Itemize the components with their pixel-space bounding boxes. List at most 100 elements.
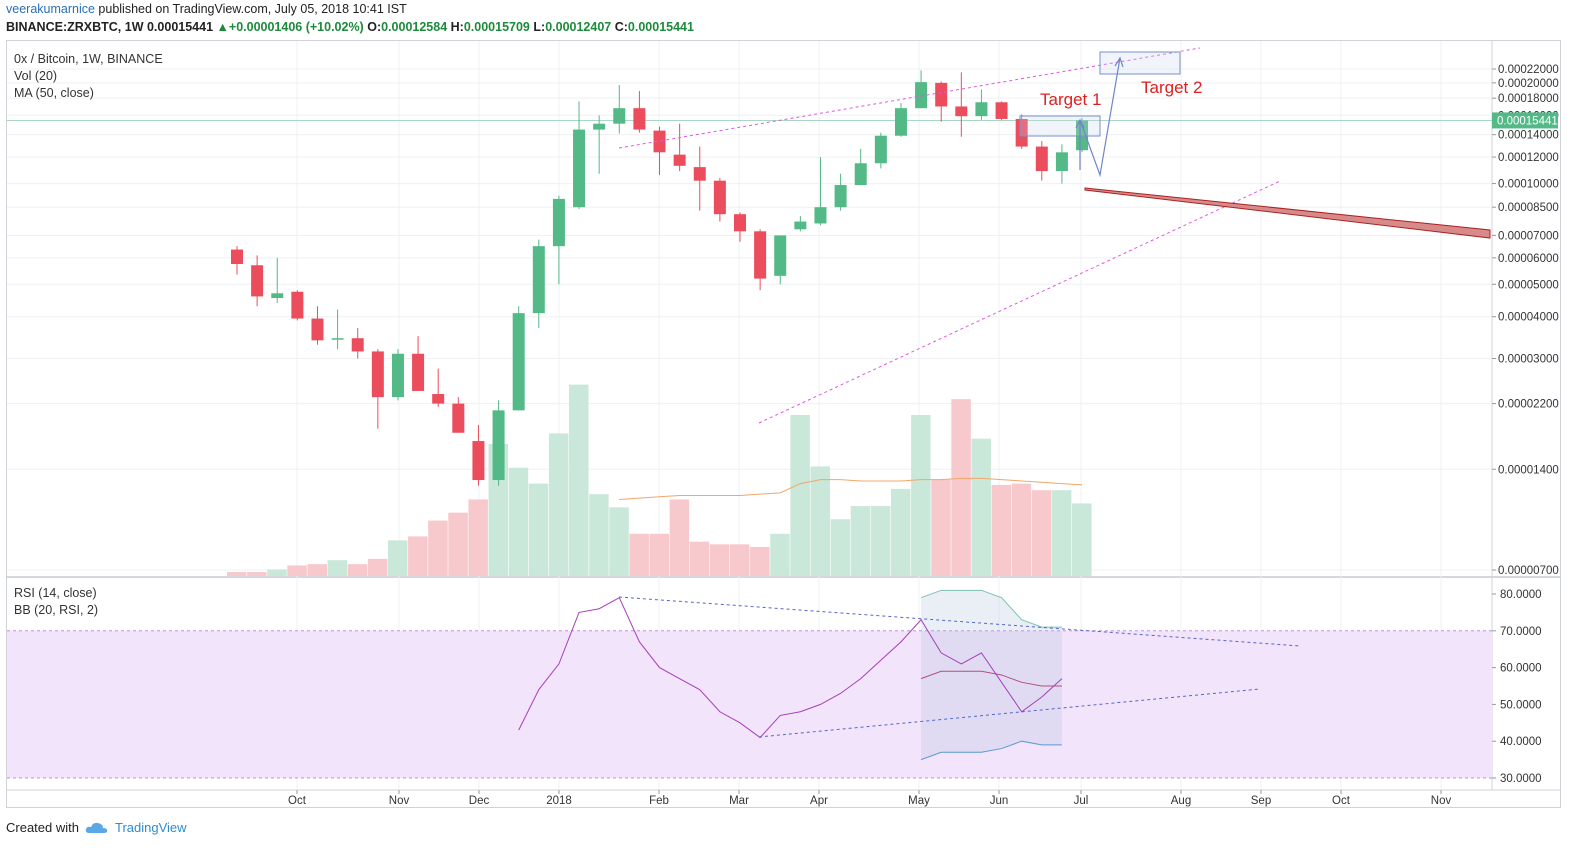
time-tick-label: Nov	[389, 795, 410, 807]
footer: Created with TradingView	[6, 820, 187, 835]
volume-bar	[367, 558, 388, 576]
candle-body	[552, 198, 565, 247]
price-tick-label: 0.00010000	[1498, 179, 1559, 191]
volume-bar	[227, 572, 247, 576]
rsi-line	[518, 596, 1063, 739]
time-tick-label: Mar	[729, 795, 749, 807]
volume-bar	[689, 541, 710, 576]
chart-svg[interactable]: 0.000220000.000200000.000180000.00016000…	[0, 0, 1568, 845]
last-price: 0.00015441	[146, 20, 214, 34]
price-tick-label: 0.00005000	[1498, 279, 1559, 291]
close-label: C:	[614, 20, 628, 34]
volume-bar	[830, 519, 851, 576]
candle-body	[955, 106, 968, 117]
candle-body	[834, 185, 847, 208]
volume-bar	[387, 540, 408, 576]
arrow-head-icon	[1114, 56, 1124, 68]
price-tick-label: 0.00000700	[1498, 565, 1559, 577]
arrow-head-icon	[1075, 118, 1085, 129]
time-tick-label: Feb	[649, 795, 669, 807]
tradingview-brand[interactable]: TradingView	[114, 820, 187, 835]
chart-frame	[6, 40, 1561, 808]
last-price-tag	[1492, 112, 1558, 129]
candle-body	[693, 167, 706, 181]
price-tick-label: 0.00006000	[1498, 253, 1559, 265]
legend-symbol: 0x / Bitcoin, 1W, BINANCE	[14, 52, 163, 66]
candle-body	[1076, 120, 1089, 151]
candle-body	[391, 353, 404, 398]
legend-rsi: RSI (14, close)	[14, 586, 97, 600]
candle-body	[331, 338, 344, 340]
candle-body	[874, 135, 887, 164]
volume-bar	[589, 494, 609, 576]
volume-bar	[569, 384, 589, 576]
high-value: 0.00015709	[463, 20, 530, 34]
target2-box	[1099, 51, 1181, 75]
price-tick-label: 0.00022000	[1498, 64, 1559, 76]
candle-body	[814, 207, 827, 224]
volume-bar	[408, 536, 428, 576]
volume-bar	[870, 506, 891, 576]
volume-bar	[548, 433, 569, 576]
volume-bar	[730, 544, 750, 576]
rsi-legend: RSI (14, close) BB (20, RSI, 2)	[14, 585, 98, 619]
candle-body	[271, 293, 284, 299]
candle-body	[371, 351, 384, 398]
candle-body	[754, 231, 767, 279]
volume-bar	[1011, 483, 1032, 576]
candle-body	[995, 102, 1008, 119]
tradingview-cloud-icon	[85, 822, 108, 833]
time-tick-label: Dec	[469, 795, 490, 807]
candle-body	[512, 313, 525, 411]
main-legend: 0x / Bitcoin, 1W, BINANCE Vol (20) MA (5…	[14, 51, 163, 102]
rsi-tick-label: 30.0000	[1500, 773, 1542, 785]
price-tick-label: 0.00012000	[1498, 152, 1559, 164]
price-tick-label: 0.00002200	[1498, 399, 1559, 411]
close-value: 0.00015441	[627, 20, 694, 34]
open-label: O:	[367, 20, 382, 34]
volume-bar	[770, 533, 790, 576]
time-tick-label: Sep	[1251, 795, 1271, 807]
volume-bar	[468, 499, 488, 576]
symbol-label: BINANCE:ZRXBTC, 1W	[6, 20, 144, 34]
candle-body	[532, 246, 545, 314]
up-triangle-icon: ▲	[216, 20, 229, 34]
price-tick-label: 0.00001400	[1498, 464, 1559, 476]
volume-bar	[669, 499, 690, 576]
rsi-tick-label: 80.0000	[1500, 589, 1542, 601]
volume-bar	[890, 488, 911, 576]
candle-body	[291, 291, 304, 319]
volume-bar	[629, 533, 649, 576]
created-with-text: Created with	[6, 820, 79, 835]
low-value: 0.00012407	[545, 20, 612, 34]
volume-bar	[528, 483, 549, 576]
candle-body	[734, 214, 746, 232]
time-tick-label: May	[908, 795, 930, 807]
volume-bar	[1051, 490, 1072, 576]
legend-volume: Vol (20)	[14, 69, 58, 83]
volume-ma-line	[619, 477, 1083, 500]
price-tick-label: 0.00004000	[1498, 312, 1559, 324]
volume-bar	[1072, 503, 1092, 576]
rsi-tick-label: 60.0000	[1500, 663, 1542, 675]
author-link[interactable]: veerakumarnice	[6, 2, 95, 16]
volume-bar	[649, 533, 670, 576]
volume-bar	[428, 520, 448, 576]
candle-body	[935, 82, 948, 107]
rsi-band	[7, 630, 1492, 778]
price-tick-label: 0.00003000	[1498, 354, 1559, 366]
target2-label: Target 2	[1141, 78, 1202, 97]
volume-bar	[911, 414, 931, 576]
time-tick-label: Jul	[1074, 795, 1089, 807]
candle-body	[432, 394, 445, 404]
time-tick-label: Aug	[1171, 795, 1191, 807]
volume-bar	[247, 572, 267, 576]
candle-body	[894, 108, 907, 136]
volume-bar	[448, 512, 468, 576]
candle-body	[231, 249, 243, 264]
volume-bar	[287, 565, 307, 576]
time-tick-label: 2018	[546, 795, 572, 807]
candle-body	[774, 235, 787, 276]
candle-body	[573, 129, 586, 208]
candle-body	[1055, 152, 1068, 172]
